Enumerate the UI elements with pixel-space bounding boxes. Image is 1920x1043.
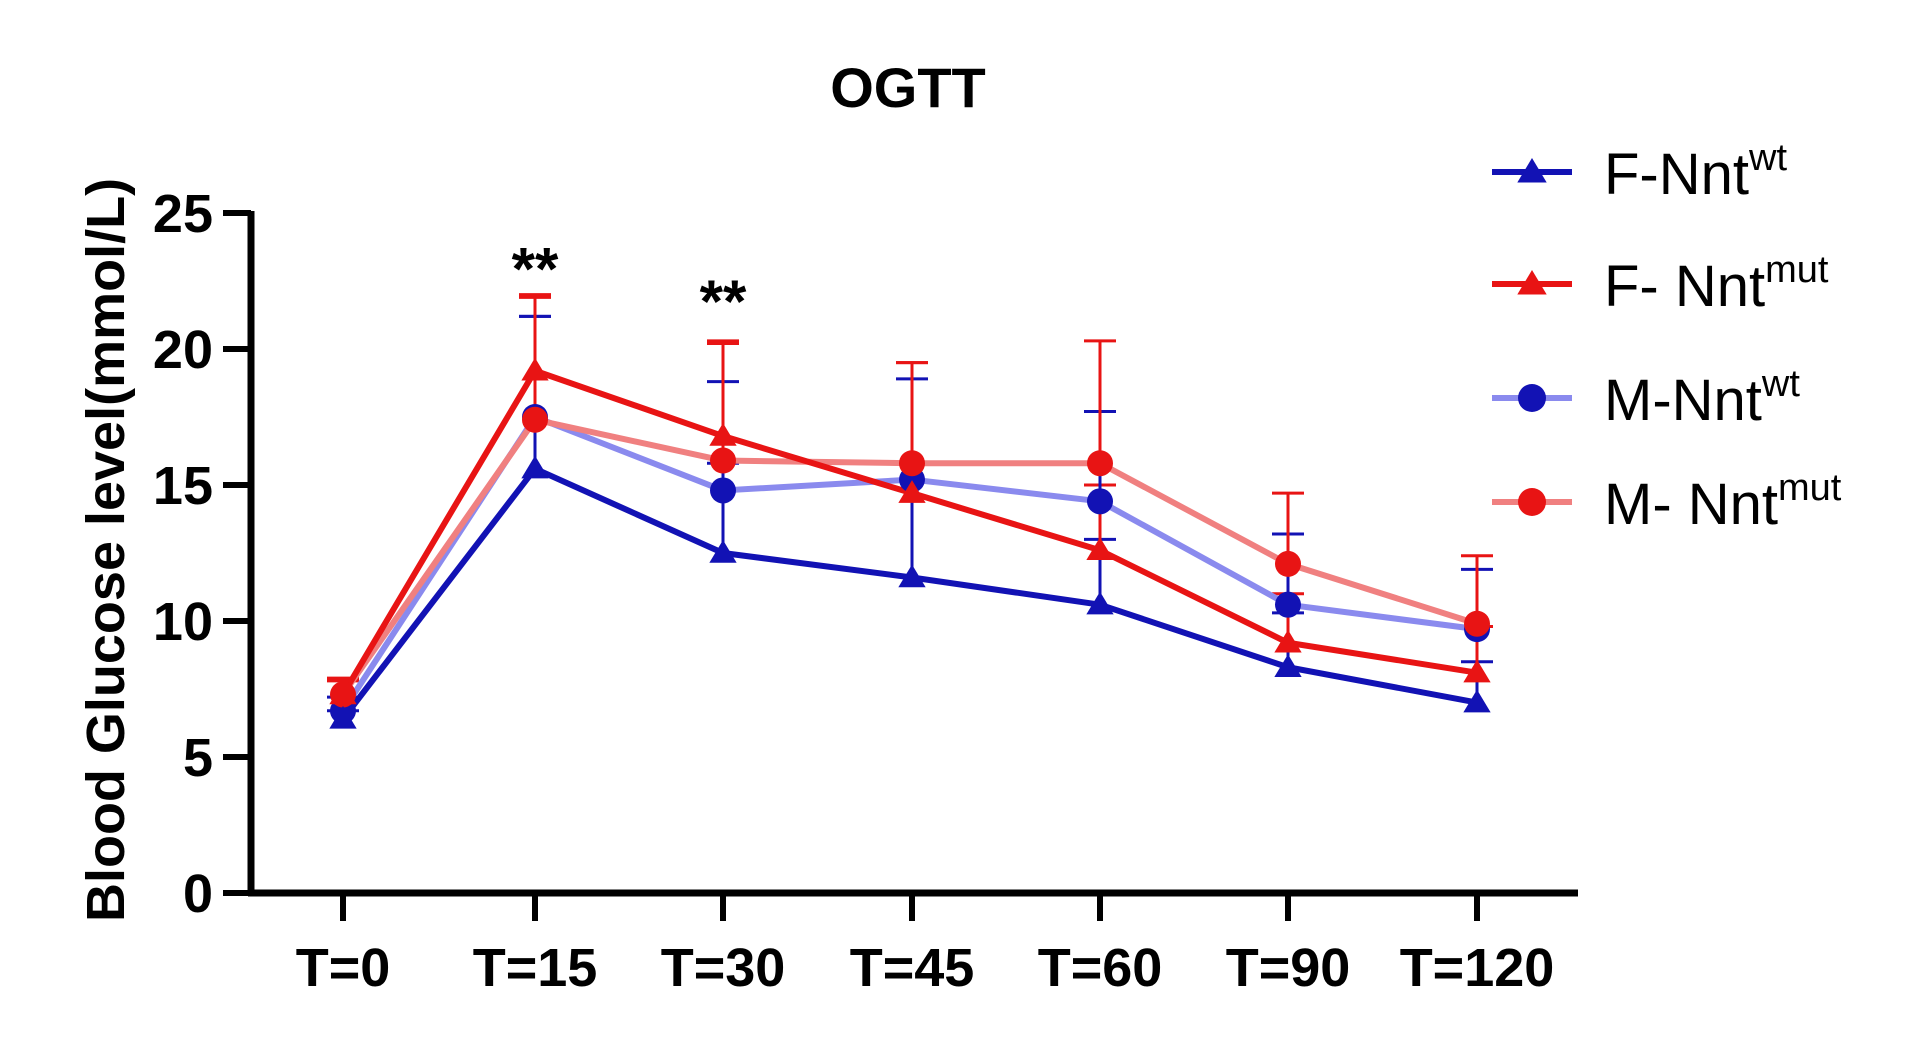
- y-axis-label: Blood Glucose level(mmol/L): [76, 178, 136, 922]
- x-tick-label: T=90: [1226, 938, 1351, 998]
- chart-title: OGTT: [830, 56, 986, 119]
- data-point: [1274, 629, 1302, 653]
- legend-marker: [1518, 488, 1546, 516]
- legend-label: M-Nntwt: [1604, 363, 1800, 433]
- legend-label: F- Nntmut: [1604, 249, 1829, 319]
- y-tick-label: 20: [153, 320, 213, 380]
- data-point: [710, 447, 736, 474]
- legend: F-Nntwt F- Nntmut M-Nntwt M- Nntmut: [1492, 137, 1842, 537]
- data-point: [1463, 659, 1491, 683]
- data-point: [329, 705, 357, 729]
- data-point: [1087, 450, 1113, 477]
- significance-annotation: **: [700, 268, 747, 335]
- data-point: [1463, 689, 1491, 713]
- data-point: [1464, 610, 1490, 637]
- data-point: [898, 480, 926, 503]
- plot-area: 0 5 10 15 20 25 T=0 T=15 T=30 T=45 T=60 T=90 T=120 **…: [153, 184, 1578, 998]
- y-tick-label: 25: [153, 184, 213, 244]
- x-tick-label: T=60: [1038, 938, 1163, 998]
- data-point: [709, 540, 737, 563]
- data-point: [522, 406, 548, 433]
- legend-marker: [1518, 384, 1546, 412]
- y-tick-label: 15: [153, 456, 213, 516]
- data-point: [899, 450, 925, 477]
- series-line: [340, 465, 1478, 721]
- x-tick-label: T=45: [850, 938, 975, 998]
- x-tick-label: T=120: [1400, 938, 1555, 998]
- data-point: [898, 564, 926, 588]
- data-point: [709, 423, 737, 446]
- x-tick-label: T=15: [473, 938, 598, 998]
- data-point: [521, 357, 549, 381]
- data-point: [1087, 488, 1113, 515]
- legend-marker: [1517, 270, 1547, 295]
- y-tick-label: 0: [183, 864, 213, 924]
- data-point: [1086, 591, 1114, 615]
- data-point: [1274, 654, 1302, 677]
- x-tick-label: T=30: [661, 938, 786, 998]
- significance-annotation: **: [512, 235, 559, 302]
- data-point: [1275, 550, 1301, 577]
- y-tick-label: 10: [153, 592, 213, 652]
- x-tick-label: T=0: [296, 938, 391, 998]
- legend-label: F-Nntwt: [1604, 137, 1787, 207]
- data-point: [710, 477, 736, 504]
- data-point: [1086, 537, 1114, 561]
- data-point: [329, 681, 357, 705]
- legend-label: M- Nntmut: [1604, 467, 1842, 537]
- data-point: [1275, 591, 1301, 618]
- y-tick-label: 5: [183, 728, 213, 788]
- legend-marker: [1517, 158, 1547, 183]
- data-point: [521, 455, 549, 479]
- series-line: [340, 367, 1478, 696]
